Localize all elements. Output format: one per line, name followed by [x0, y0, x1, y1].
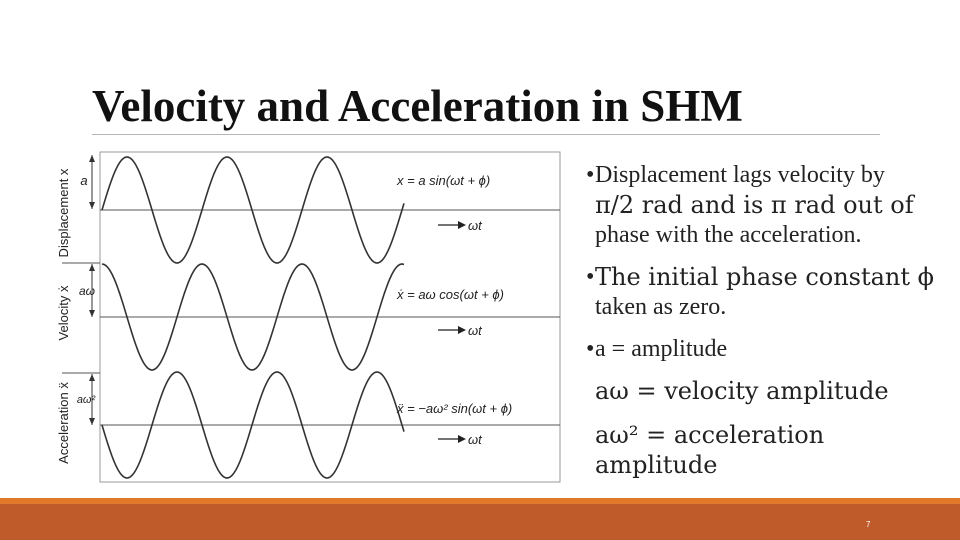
acceleration-wave	[101, 371, 405, 479]
equation-velocity: ẋ = aω cos(ωt + ϕ)	[396, 287, 504, 302]
displacement-wave	[101, 156, 405, 264]
shm-graphs-svg: Displacement x Velocity ẋ Acceleration ẍ…	[56, 151, 561, 483]
amplitude-marker-acceleration: aω²	[77, 374, 96, 425]
amplitude-marker-velocity: aω	[79, 264, 95, 317]
bullet-text-line: π/2 rad and is π rad out of	[595, 191, 914, 219]
time-label-displacement: ωt	[468, 218, 483, 233]
velocity-wave	[101, 263, 405, 371]
time-arrow-displacement: ωt	[438, 218, 483, 233]
footer-accent-strip	[0, 498, 960, 504]
axis-label-velocity: Velocity ẋ	[56, 285, 71, 340]
time-arrow-acceleration: ωt	[438, 432, 483, 447]
velocity-amplitude-line: aω = velocity amplitude	[595, 377, 889, 405]
time-label-velocity: ωt	[468, 323, 483, 338]
amplitude-label-acceleration: aω²	[77, 394, 96, 406]
bullet-item-phase-lag: • Displacement lags velocity by π/2 rad …	[586, 160, 946, 250]
amplitude-marker-displacement: a	[80, 155, 95, 209]
axis-label-displacement: Displacement x	[56, 168, 71, 257]
bullet-list: • Displacement lags velocity by π/2 rad …	[586, 160, 946, 494]
bullet-item-phase-constant: • The initial phase constant ϕ taken as …	[586, 262, 946, 322]
bullet-text-line: phase with the acceleration.	[595, 222, 862, 248]
time-arrow-velocity: ωt	[438, 323, 483, 338]
shm-figure: Displacement x Velocity ẋ Acceleration ẍ…	[54, 151, 564, 483]
equation-displacement: x = a sin(ωt + ϕ)	[396, 173, 490, 188]
title-divider	[92, 134, 880, 135]
axis-label-acceleration: Acceleration ẍ	[56, 382, 71, 464]
acceleration-amplitude-line: aω² = acceleration amplitude	[595, 421, 825, 479]
bullet-text-line: taken as zero.	[595, 294, 727, 320]
bullet-text-line: The initial phase constant ϕ	[595, 263, 935, 291]
bullet-text-line: a = amplitude	[595, 336, 728, 362]
bullet-item-amplitude: • a = amplitude	[586, 334, 946, 364]
slide-title: Velocity and Acceleration in SHM	[92, 81, 743, 131]
bullet-dot: •	[586, 162, 595, 188]
bullet-text-line: Displacement lags velocity by	[595, 162, 885, 188]
amplitude-label-displacement: a	[80, 173, 87, 188]
equation-acceleration: ẍ = −aω² sin(ωt + ϕ)	[396, 401, 512, 416]
page-number: 7	[866, 520, 871, 529]
time-label-acceleration: ωt	[468, 432, 483, 447]
amplitude-label-velocity: aω	[79, 284, 95, 298]
bullet-dot: •	[586, 336, 595, 362]
footer-bar	[0, 504, 960, 540]
bullet-dot: •	[586, 264, 595, 290]
